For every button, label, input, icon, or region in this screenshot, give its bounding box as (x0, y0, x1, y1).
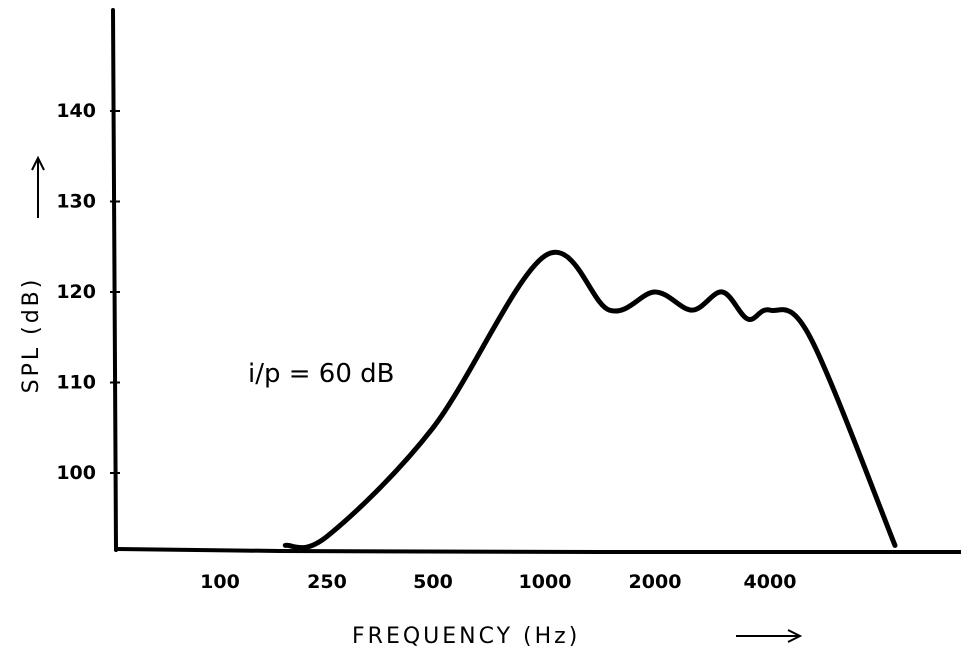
series-line (282, 250, 898, 551)
y-axis-title-arrow (31, 155, 45, 218)
x-tick-label: 250 (307, 571, 347, 593)
x-tick-label: 500 (413, 571, 453, 593)
y-tick-label: 100 (56, 462, 96, 484)
y-tick-label: 120 (56, 281, 96, 303)
x-tick-label: 100 (200, 571, 240, 593)
y-tick-label: 110 (56, 372, 96, 394)
y-axis: 100 110 120 130 140 (56, 8, 120, 552)
y-tick-label: 130 (56, 191, 96, 213)
y-axis-title: SPL (dB) (19, 277, 44, 394)
y-tick-label: 140 (56, 100, 96, 122)
x-axis: 100 250 500 1000 2000 4000 (115, 547, 961, 593)
annotation-label: i/p = 60 dB (248, 359, 395, 389)
y-axis-line (111, 8, 118, 552)
x-axis-title: FREQUENCY (Hz) (352, 624, 580, 649)
x-tick-label: 4000 (744, 571, 797, 593)
x-tick-label: 1000 (519, 571, 572, 593)
x-axis-line (115, 547, 961, 554)
x-axis-title-arrow (736, 629, 803, 643)
x-tick-label: 2000 (629, 571, 682, 593)
